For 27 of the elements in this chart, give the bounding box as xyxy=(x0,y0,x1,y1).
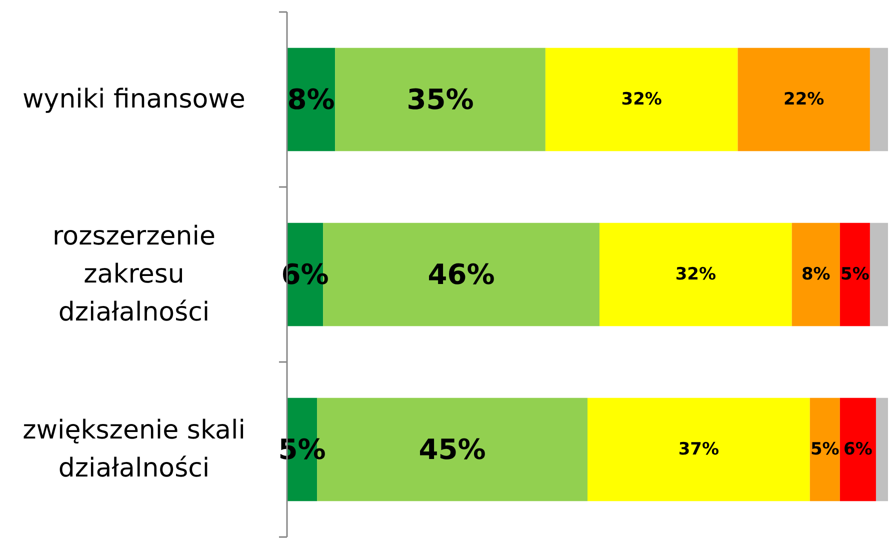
data-label: 5% xyxy=(840,264,870,284)
bar xyxy=(840,398,876,502)
bar xyxy=(738,48,870,152)
bar xyxy=(876,398,888,502)
y-tick-label: zwiększenie skali działalności xyxy=(22,416,246,484)
bar xyxy=(870,48,888,152)
data-label: 46% xyxy=(428,258,495,291)
bar xyxy=(335,48,546,152)
bar xyxy=(810,398,840,502)
y-tick-label: rozszerzenie zakresu działalności xyxy=(52,222,216,328)
data-label: 32% xyxy=(675,264,716,284)
data-label: 8% xyxy=(287,83,335,116)
data-label: 22% xyxy=(784,90,824,110)
bar xyxy=(840,222,870,326)
data-label: 5% xyxy=(810,440,840,460)
data-label: 37% xyxy=(678,440,720,460)
data-label: 8% xyxy=(801,264,830,284)
bar xyxy=(792,222,840,326)
bar xyxy=(870,222,888,326)
y-tick-label: wyniki finansowe xyxy=(22,84,246,114)
bar xyxy=(545,48,738,152)
data-label: 45% xyxy=(418,433,486,466)
bar xyxy=(588,398,810,502)
data-label: 6% xyxy=(844,440,872,460)
data-label: 35% xyxy=(406,83,474,116)
bar xyxy=(600,222,792,326)
data-label: 32% xyxy=(621,90,662,110)
